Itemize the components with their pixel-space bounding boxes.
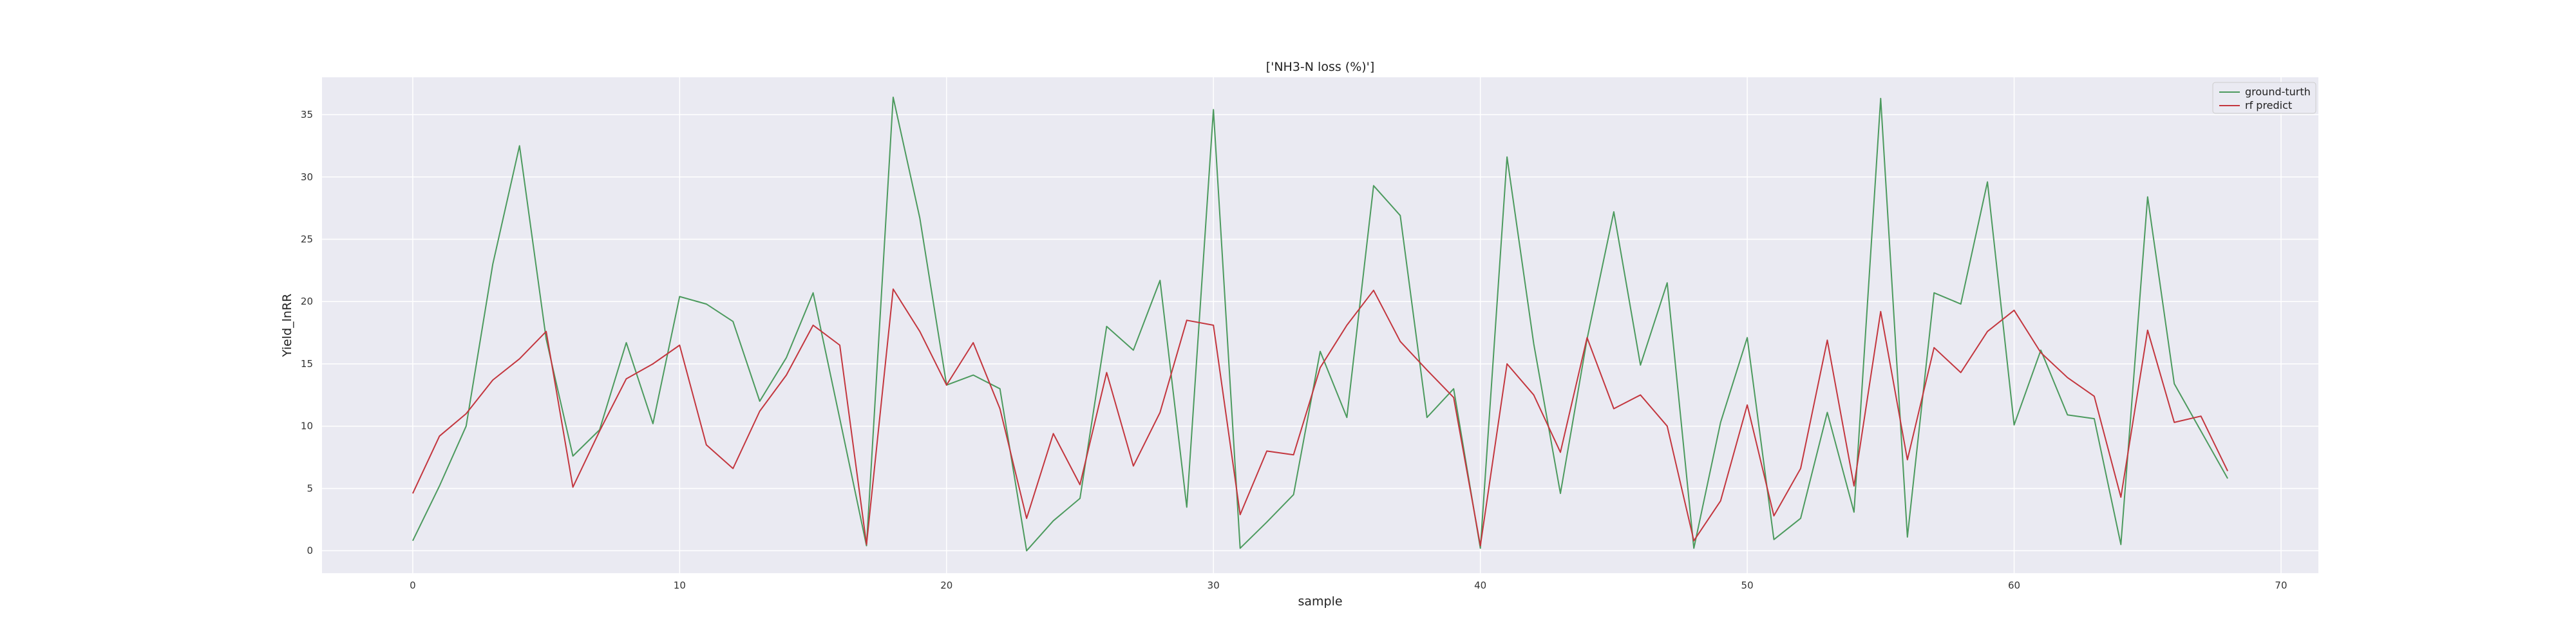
legend-label-rf-predict: rf predict (2245, 99, 2292, 111)
y-tick-label: 20 (301, 296, 313, 307)
x-axis-label: sample (1298, 594, 1342, 609)
series-line-ground-turth (412, 97, 2228, 552)
y-tick-label: 0 (307, 545, 313, 556)
y-tick-label: 10 (301, 421, 313, 432)
grid (322, 77, 2318, 573)
y-tick-label: 30 (301, 171, 313, 183)
x-tick-label: 0 (410, 580, 416, 591)
chart-title: ['NH3-N loss (%)'] (1266, 60, 1375, 74)
x-tick-label: 40 (1474, 580, 1486, 591)
legend: ground-turth rf predict (2212, 82, 2316, 114)
x-tick-label: 20 (940, 580, 952, 591)
x-tick-label: 50 (1741, 580, 1754, 591)
y-tick-label: 15 (301, 358, 313, 370)
plot-background (322, 77, 2318, 573)
y-tick-label: 25 (301, 234, 313, 245)
y-axis-label: Yield_lnRR (280, 294, 294, 357)
series-line-rf-predict (412, 288, 2228, 547)
x-tick-label: 30 (1208, 580, 1220, 591)
series-lines (412, 97, 2228, 552)
x-tick-label: 10 (674, 580, 686, 591)
x-tick-label: 60 (2008, 580, 2020, 591)
legend-label-ground-turth: ground-turth (2245, 86, 2311, 98)
y-tick-label: 5 (307, 482, 313, 494)
x-tick-label: 70 (2275, 580, 2287, 591)
y-tick-label: 35 (301, 109, 313, 120)
tick-labels: 0 10 20 30 40 50 60 70 0 5 10 15 20 25 30 35 (301, 109, 2287, 591)
